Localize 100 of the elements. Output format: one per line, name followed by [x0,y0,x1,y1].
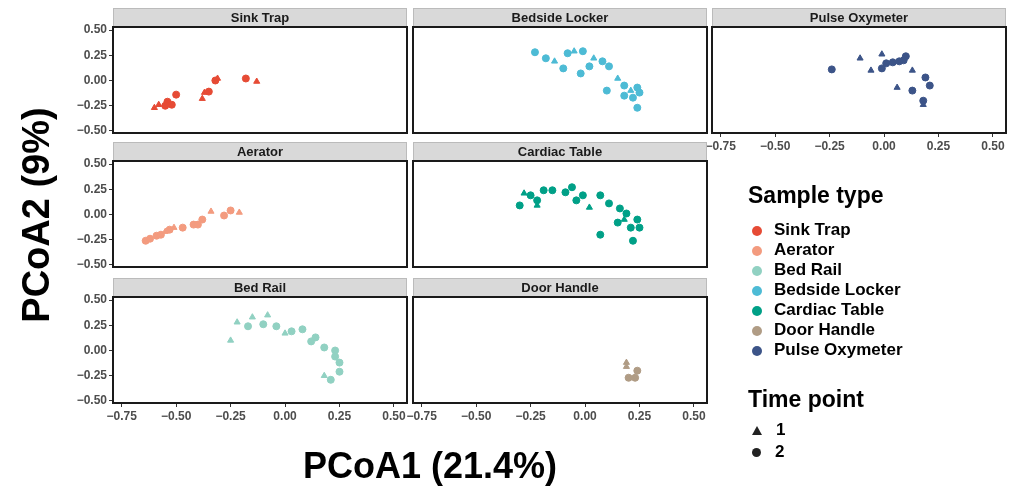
point [635,88,644,97]
point [605,199,613,208]
y-tick-label: 0.00 [83,206,108,221]
y-tick-label: 0.50 [83,156,108,171]
x-tick-label: −0.75 [106,408,138,423]
point [155,100,163,107]
y-tick-label: 0.00 [83,72,108,87]
point [596,191,605,200]
point [272,322,281,331]
point [150,103,158,111]
point [520,189,528,196]
point [335,358,344,367]
point [567,183,576,192]
point [541,54,550,63]
point [613,218,622,227]
y-tick-label: 0.25 [83,47,108,62]
point [908,66,916,73]
point [893,83,901,90]
legend-label: Aerator [774,240,835,259]
text: 1 [776,420,786,439]
legend-title: Sample type [748,182,884,209]
x-tick-label: −0.25 [215,408,247,423]
point [622,209,631,218]
point [307,337,316,346]
chart-title: Bed Rail [113,278,407,297]
point [578,47,587,56]
point [551,57,559,64]
point [856,54,864,61]
point [614,74,622,81]
legend-label: Bedside Locker [774,280,901,299]
text: 2 [775,442,785,461]
point [227,336,235,343]
x-tick-label: 0.00 [273,408,298,423]
y-tick-label: 0.25 [83,181,108,196]
point [167,100,176,109]
x-tick-label: 0.50 [682,408,706,423]
point [878,50,886,57]
x-tick-label: −0.75 [705,138,737,153]
y-tick-label: 0.00 [83,342,108,357]
point [320,343,329,352]
chart-title: Cardiac Table [413,142,707,161]
point [235,208,243,215]
point [146,234,155,243]
point [925,81,934,90]
point [585,203,593,210]
x-tick-label: 0.25 [926,138,951,153]
point [320,371,328,378]
point [605,62,613,71]
point [888,58,897,67]
point [598,57,607,66]
chart-title: Sink Trap [113,8,407,27]
point [877,64,886,73]
point [207,207,215,214]
point [244,322,253,331]
y-tick-label: 0.50 [83,292,108,307]
x-tick-label: 0.50 [382,408,406,423]
y-tick-label: −0.50 [76,257,108,272]
x-tick-label: 0.00 [872,138,897,153]
y-axis-title: PCoA2 (9%) [14,107,58,323]
chart-title: Aerator [113,142,407,161]
y-tick-label: −0.25 [76,368,108,383]
point [561,188,570,197]
point [620,91,629,100]
point [298,325,307,334]
x-tick-label: −0.50 [460,408,492,423]
point [602,86,611,95]
point [281,329,289,336]
x-tick-label: −0.50 [160,408,192,423]
point [220,211,229,220]
point [326,375,335,384]
point [264,311,272,318]
point [226,206,235,215]
point [526,191,535,200]
x-tick-label: −0.25 [814,138,846,153]
point [627,86,635,93]
point [539,186,548,195]
y-tick-label: −0.50 [76,123,108,138]
point [921,73,930,82]
point [548,186,557,195]
point [515,201,524,210]
point [287,327,296,336]
point [628,236,637,245]
point [248,313,256,320]
point [172,90,181,99]
point [572,196,581,205]
point [620,81,629,90]
x-axis-title: PCoA1 (21.4%) [302,445,558,487]
point [628,93,637,102]
y-tick-label: −0.50 [76,393,108,408]
point [633,215,642,224]
point [626,223,635,232]
chart-title: Door Handle [413,278,707,297]
x-tick-label: −0.50 [759,138,791,153]
point [241,74,250,83]
point [615,204,624,213]
point [578,191,587,200]
point [331,352,340,361]
legend-label: Sink Trap [774,220,851,239]
point [827,65,836,74]
point [259,320,268,329]
